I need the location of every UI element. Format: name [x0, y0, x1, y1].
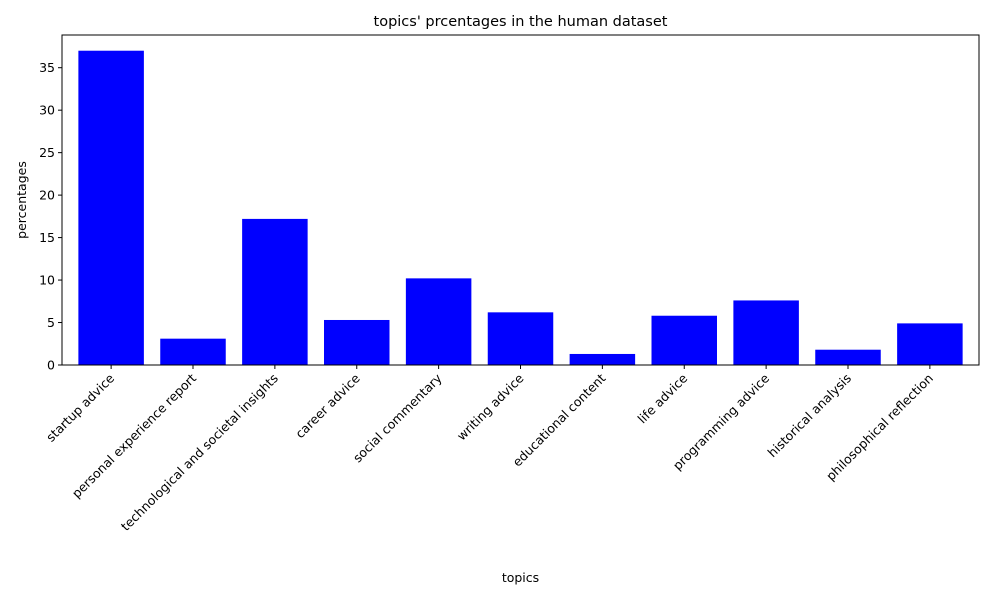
y-axis-label: percentages	[14, 161, 29, 239]
bar-personal-experience-report	[160, 338, 226, 365]
x-tick-label: life advice	[634, 370, 690, 426]
y-tick-label: 25	[39, 145, 55, 160]
x-tick-label: career advice	[292, 370, 363, 441]
y-tick-label: 15	[39, 230, 55, 245]
x-axis-label: topics	[502, 570, 539, 585]
bar-technological-and-societal-insights	[242, 218, 308, 365]
bar-educational-content	[569, 353, 636, 365]
y-tick-label: 0	[47, 358, 55, 373]
x-tick-label: historical analysis	[765, 371, 855, 461]
bar-social-commentary	[405, 278, 472, 365]
bar-philosophical-reflection	[897, 323, 963, 365]
bar-life-advice	[651, 315, 717, 365]
bar-programming-advice	[733, 300, 799, 365]
y-tick-label: 35	[39, 60, 55, 75]
bars	[78, 50, 963, 366]
chart-title: topics' prcentages in the human dataset	[374, 14, 668, 30]
bar-career-advice	[324, 319, 390, 365]
y-tick-label: 10	[39, 273, 55, 288]
x-tick-label: startup advice	[43, 370, 117, 444]
y-axis: 0 5 10 15 20 25 30 35	[39, 60, 62, 373]
bar-historical-analysis	[815, 349, 881, 365]
x-tick-label: social commentary	[350, 370, 445, 465]
bar-writing-advice	[487, 312, 554, 365]
x-tick-label: writing advice	[454, 370, 527, 443]
y-tick-label: 30	[39, 103, 55, 118]
y-tick-label: 20	[39, 188, 55, 203]
x-tick-label: educational content	[510, 370, 609, 469]
y-tick-label: 5	[47, 315, 55, 330]
x-tick-label: technological and societal insights	[118, 371, 281, 534]
bar-startup-advice	[78, 50, 144, 366]
